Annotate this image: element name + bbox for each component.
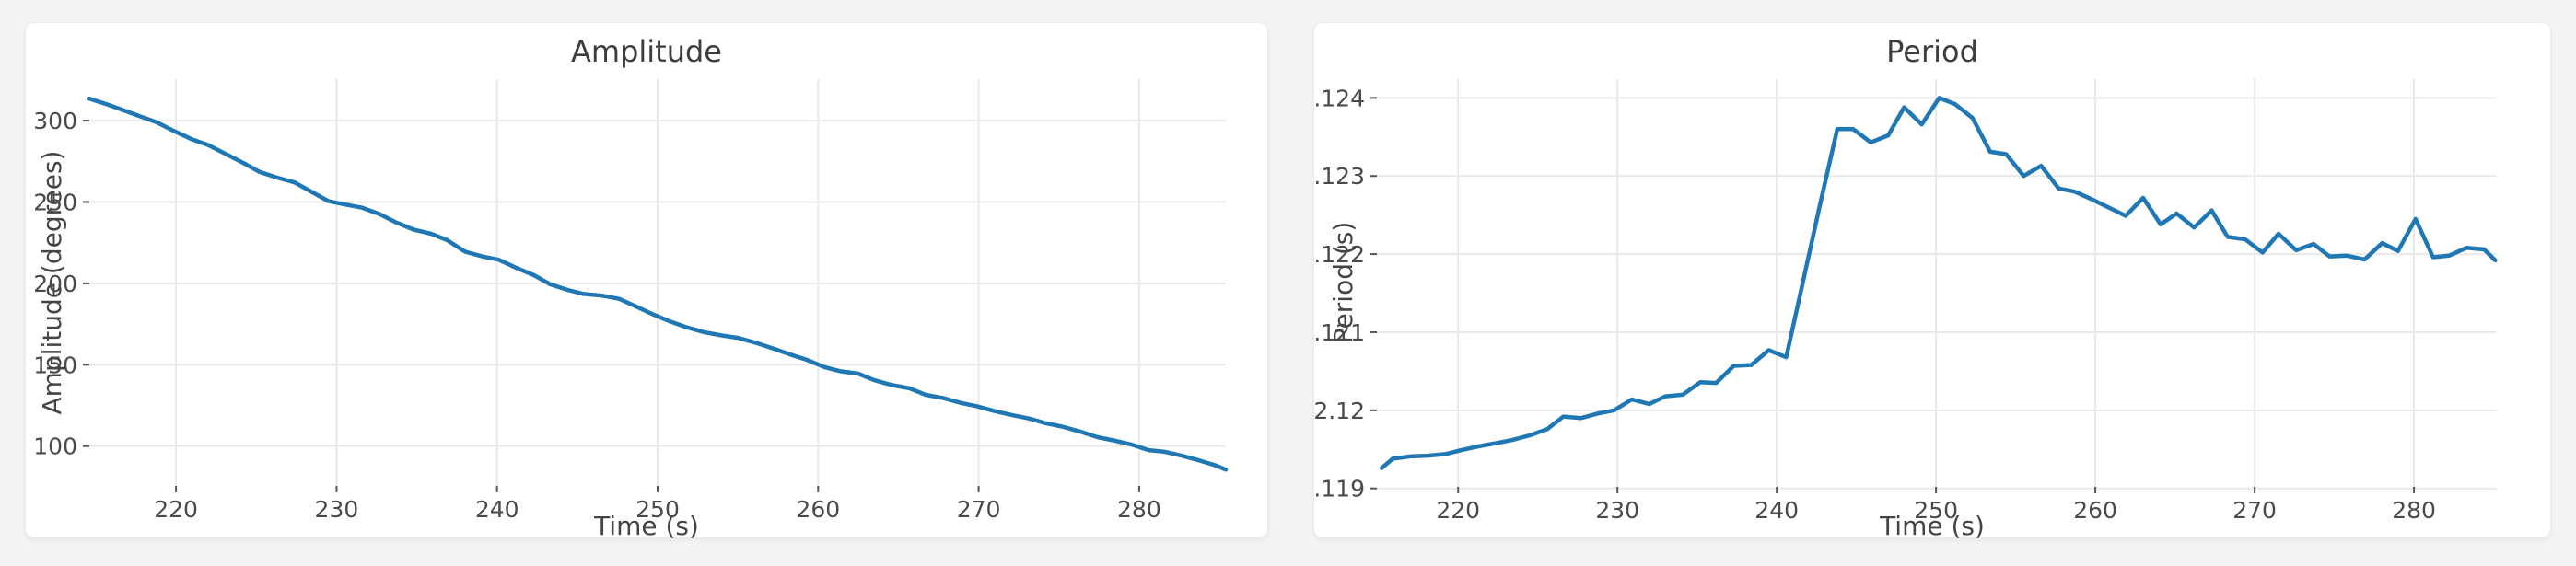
x-tick-label: 240 [475, 496, 519, 523]
y-tick-label: 250 [33, 189, 77, 215]
x-tick-label: 250 [1914, 497, 1958, 524]
y-tick-label: 200 [33, 271, 77, 297]
x-tick-label: 280 [1117, 496, 1161, 523]
x-tick-label: 250 [635, 496, 680, 523]
y-tick-label: 2.119 [1314, 476, 1365, 502]
y-tick-label: 300 [33, 108, 77, 134]
y-tick-label: 2.123 [1314, 163, 1365, 190]
x-tick-label: 260 [796, 496, 840, 523]
x-tick-label: 230 [1595, 497, 1639, 524]
y-tick-label: 100 [33, 433, 77, 460]
x-tick-label: 280 [2392, 497, 2436, 524]
amplitude-plot-canvas: 100 150 200 250 300 220 230 240 250 260 270 280 [33, 79, 1229, 523]
period-chart-title: Period [1886, 34, 1978, 69]
x-tick-label: 220 [1436, 497, 1480, 524]
x-tick-label: 260 [2073, 497, 2117, 524]
period-line [1379, 96, 2498, 470]
amplitude-x-axis-label: Time (s) [594, 511, 699, 541]
y-tick-label: 2.121 [1314, 319, 1365, 346]
x-tick-label: 240 [1754, 497, 1799, 524]
amplitude-chart-title: Amplitude [571, 34, 722, 69]
y-tick-label: 2.122 [1314, 241, 1365, 268]
period-x-axis-label: Time (s) [1880, 511, 1985, 541]
x-tick-label: 230 [315, 496, 359, 523]
y-tick-label: 2.124 [1314, 85, 1365, 111]
x-tick-label: 270 [2232, 497, 2277, 524]
y-tick-label: 2.12 [1314, 398, 1365, 424]
y-tick-label: 150 [33, 352, 77, 378]
x-tick-label: 220 [154, 496, 198, 523]
x-tick-label: 270 [957, 496, 1001, 523]
amplitude-chart-card: Amplitude Amplitude (degrees) Time (s) 1… [25, 22, 1268, 541]
amplitude-line [87, 96, 1229, 472]
period-chart-card: Period Period (s) Time (s) 2.1192.122.12… [1313, 22, 2551, 541]
period-plot-canvas: 2.119 2.12 2.121 2.122 2.123 2.124 220 230 240 25… [1314, 79, 2498, 524]
